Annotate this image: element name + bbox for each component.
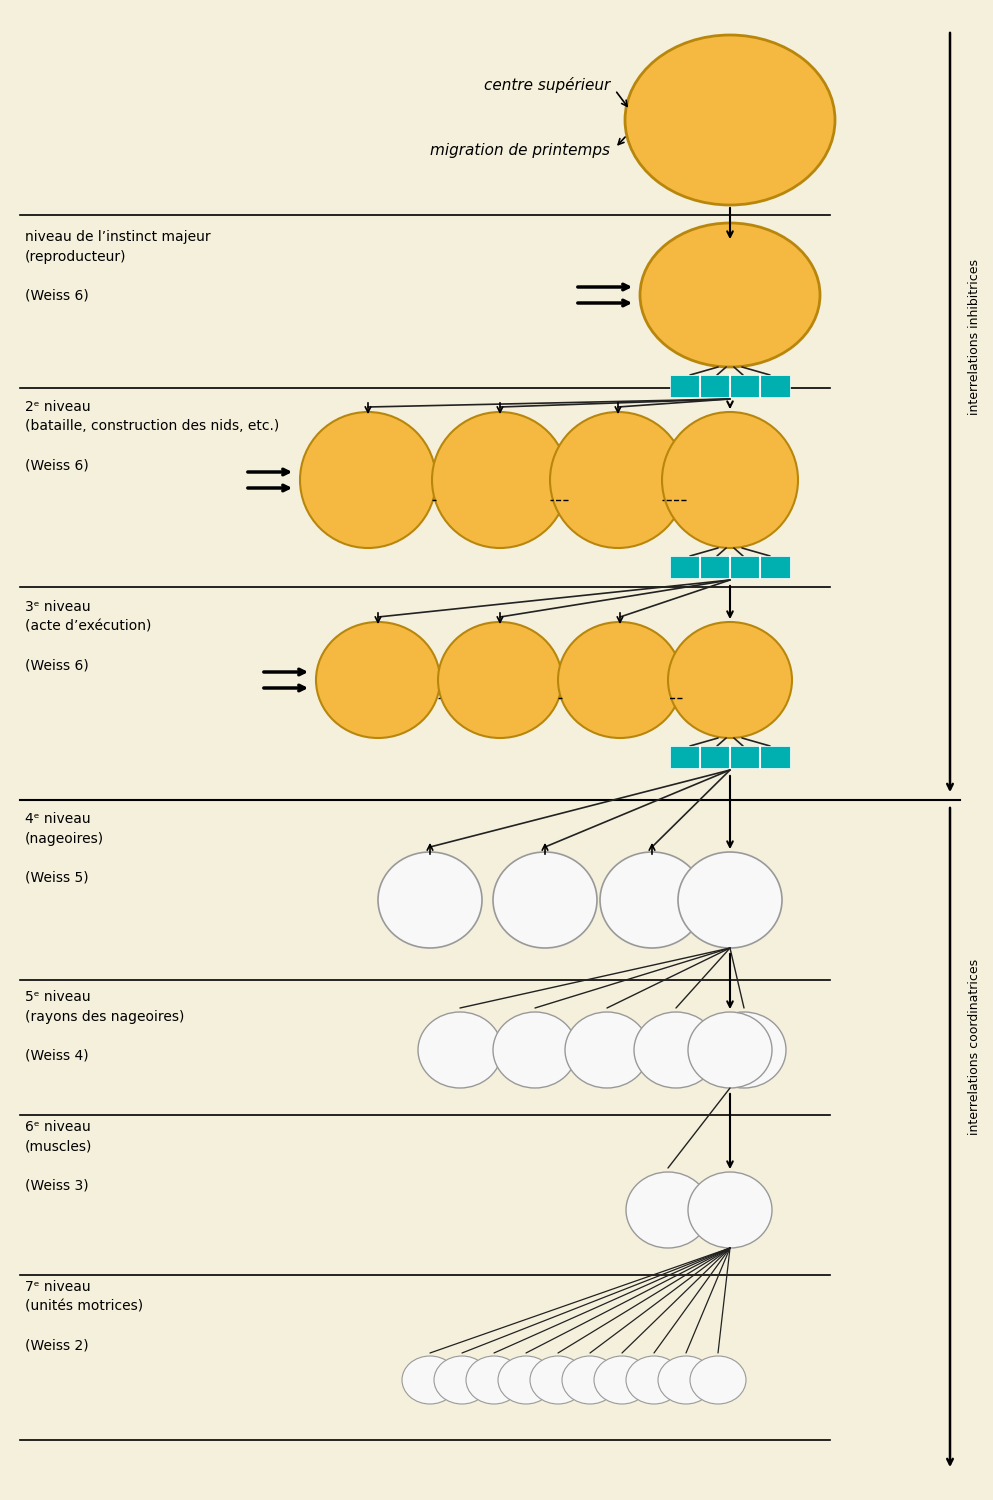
- Ellipse shape: [558, 622, 682, 738]
- Bar: [670, 375, 790, 398]
- Ellipse shape: [498, 1356, 554, 1404]
- Text: niveau de l’instinct majeur
(reproducteur)

(Weiss 6): niveau de l’instinct majeur (reproducteu…: [25, 230, 211, 303]
- Ellipse shape: [562, 1356, 618, 1404]
- Text: migration de printemps: migration de printemps: [430, 142, 610, 158]
- Ellipse shape: [634, 1013, 718, 1088]
- Ellipse shape: [702, 1013, 786, 1088]
- Text: interrelations coordinatrices: interrelations coordinatrices: [968, 958, 981, 1136]
- Ellipse shape: [565, 1013, 649, 1088]
- Text: 6ᵉ niveau
(muscles)

(Weiss 3): 6ᵉ niveau (muscles) (Weiss 3): [25, 1120, 92, 1192]
- Ellipse shape: [300, 413, 436, 548]
- Text: interrelations inhibitrices: interrelations inhibitrices: [968, 260, 981, 416]
- Text: 3ᵉ niveau
(acte d’exécution)

(Weiss 6): 3ᵉ niveau (acte d’exécution) (Weiss 6): [25, 600, 151, 672]
- Ellipse shape: [658, 1356, 714, 1404]
- Ellipse shape: [688, 1172, 772, 1248]
- Ellipse shape: [378, 852, 482, 948]
- Ellipse shape: [625, 34, 835, 206]
- Ellipse shape: [316, 622, 440, 738]
- Ellipse shape: [432, 413, 568, 548]
- Ellipse shape: [640, 224, 820, 368]
- Ellipse shape: [438, 622, 562, 738]
- Ellipse shape: [678, 852, 782, 948]
- Ellipse shape: [600, 852, 704, 948]
- Ellipse shape: [530, 1356, 586, 1404]
- Ellipse shape: [662, 413, 798, 548]
- Ellipse shape: [626, 1172, 710, 1248]
- Ellipse shape: [466, 1356, 522, 1404]
- Ellipse shape: [594, 1356, 650, 1404]
- Ellipse shape: [493, 1013, 577, 1088]
- Text: 5ᵉ niveau
(rayons des nageoires)

(Weiss 4): 5ᵉ niveau (rayons des nageoires) (Weiss …: [25, 990, 185, 1062]
- Ellipse shape: [668, 622, 792, 738]
- Bar: [670, 556, 790, 578]
- Ellipse shape: [418, 1013, 502, 1088]
- Ellipse shape: [493, 852, 597, 948]
- Text: centre supérieur: centre supérieur: [484, 76, 610, 93]
- Text: 7ᵉ niveau
(unités motrices)

(Weiss 2): 7ᵉ niveau (unités motrices) (Weiss 2): [25, 1280, 143, 1353]
- Ellipse shape: [626, 1356, 682, 1404]
- Ellipse shape: [434, 1356, 490, 1404]
- Ellipse shape: [690, 1356, 746, 1404]
- Ellipse shape: [550, 413, 686, 548]
- Text: 4ᵉ niveau
(nageoires)

(Weiss 5): 4ᵉ niveau (nageoires) (Weiss 5): [25, 812, 104, 885]
- Bar: [670, 746, 790, 768]
- Text: 2ᵉ niveau
(bataille, construction des nids, etc.)

(Weiss 6): 2ᵉ niveau (bataille, construction des ni…: [25, 400, 279, 472]
- Ellipse shape: [688, 1013, 772, 1088]
- Ellipse shape: [402, 1356, 458, 1404]
